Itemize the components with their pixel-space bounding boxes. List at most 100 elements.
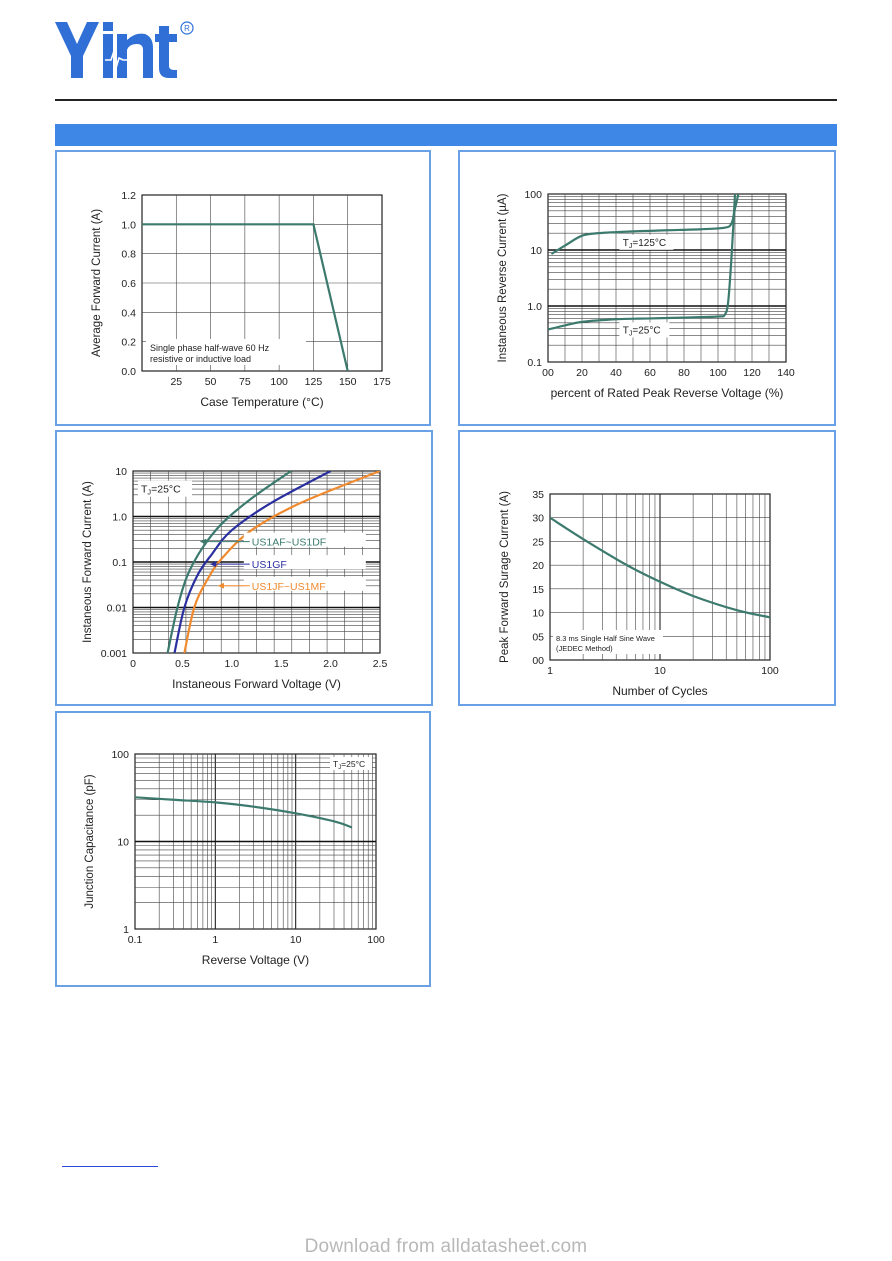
legend-arrow bbox=[200, 538, 207, 545]
series-label-bg bbox=[619, 234, 674, 250]
legend-arrow bbox=[210, 561, 217, 568]
header-rule bbox=[55, 99, 837, 101]
panel-reverse: 00 20 40 60 80 100 120 140 0.1 1.0 10 100 percent of… bbox=[458, 150, 836, 426]
y-axis-label: Instaneous Reverse Current (µA) bbox=[497, 193, 509, 362]
series-line-us1jf-us1mf bbox=[183, 471, 380, 653]
y-tick-label: 05 bbox=[532, 631, 544, 643]
series-line-series-0 bbox=[135, 796, 353, 829]
footer-link-underline[interactable] bbox=[62, 1166, 158, 1167]
x-tick-label: 25 bbox=[170, 376, 182, 388]
svg-text:R: R bbox=[184, 24, 190, 33]
y-tick-label: 0.8 bbox=[121, 249, 136, 261]
chart-reverse-current: 00 20 40 60 80 100 120 140 0.1 1.0 10 100 percent of… bbox=[497, 189, 795, 400]
y-tick-label: 100 bbox=[111, 749, 129, 761]
x-axis-label: Case Temperature (°C) bbox=[200, 395, 323, 409]
legend-bg bbox=[243, 576, 366, 591]
panel-derating: 25 50 75 100 125 150 175 0.0 0.2 0.4 0.6 0.8 1.0 1.2 C… bbox=[55, 150, 431, 426]
y-tick-label: 0.1 bbox=[112, 557, 127, 569]
x-axis-label: percent of Rated Peak Reverse Voltage (%… bbox=[551, 386, 784, 400]
annotation-text: (JEDEC Method) bbox=[556, 644, 613, 653]
legend-entry: US1JF~US1MF bbox=[252, 581, 326, 593]
y-tick-label: 00 bbox=[532, 655, 544, 667]
y-tick-label: 1.0 bbox=[527, 301, 542, 313]
y-tick-label: 1 bbox=[123, 924, 129, 936]
y-tick-label: 10 bbox=[117, 837, 129, 849]
legend-bg bbox=[243, 555, 366, 570]
x-tick-label: 0.5 bbox=[175, 658, 190, 670]
x-tick-label: 125 bbox=[305, 376, 323, 388]
y-tick-label: 35 bbox=[532, 489, 544, 501]
x-axis-label: Instaneous Forward Voltage (V) bbox=[172, 677, 341, 691]
legend-entry: US1GF bbox=[252, 559, 287, 571]
x-tick-label: 0 bbox=[130, 658, 136, 670]
legend-arrow bbox=[218, 582, 225, 589]
y-tick-label: 0.001 bbox=[101, 648, 127, 660]
x-tick-label: 175 bbox=[373, 376, 391, 388]
x-tick-label: 120 bbox=[743, 367, 761, 379]
brand-logo: R bbox=[55, 20, 195, 84]
annotation-bg bbox=[146, 339, 306, 365]
y-tick-label: 100 bbox=[524, 189, 542, 201]
x-tick-label: 1.0 bbox=[224, 658, 239, 670]
x-tick-label: 1 bbox=[547, 665, 553, 677]
y-tick-label: 0.0 bbox=[121, 366, 136, 378]
x-tick-label: 00 bbox=[542, 367, 554, 379]
x-tick-label: 100 bbox=[367, 934, 385, 946]
y-tick-label: 0.01 bbox=[107, 603, 128, 615]
series-line-tj-25-c bbox=[548, 194, 737, 331]
y-tick-label: 20 bbox=[532, 560, 544, 572]
x-tick-label: 10 bbox=[290, 934, 302, 946]
legend-bg bbox=[243, 532, 366, 547]
chart-derating: 25 50 75 100 125 150 175 0.0 0.2 0.4 0.6 0.8 1.0 1.2 C… bbox=[91, 190, 391, 409]
chart-surge-current: 1 10 100 00 05 10 15 20 25 30 35 Number of Cycles Pe… bbox=[499, 489, 779, 698]
y-axis-label: Average Forward Current (A) bbox=[91, 209, 103, 357]
series-label: TJ=125°C bbox=[623, 238, 666, 250]
y-tick-label: 30 bbox=[532, 513, 544, 525]
x-tick-label: 140 bbox=[777, 367, 795, 379]
section-band bbox=[55, 124, 837, 146]
x-tick-label: 10 bbox=[654, 665, 666, 677]
annotation-text: 8.3 ms Single Half Sine Wave bbox=[556, 634, 655, 643]
y-tick-label: 1.0 bbox=[112, 512, 127, 524]
y-tick-label: 0.1 bbox=[527, 357, 542, 369]
x-tick-label: 75 bbox=[239, 376, 251, 388]
series-line-us1af-us1df bbox=[166, 471, 292, 653]
x-tick-label: 60 bbox=[644, 367, 656, 379]
x-tick-label: 100 bbox=[709, 367, 727, 379]
y-tick-label: 10 bbox=[532, 608, 544, 620]
x-tick-label: 150 bbox=[339, 376, 357, 388]
legend-entry: US1AF~US1DF bbox=[252, 537, 326, 549]
y-tick-label: 0.6 bbox=[121, 278, 136, 290]
x-tick-label: 20 bbox=[576, 367, 588, 379]
y-tick-label: 10 bbox=[115, 466, 127, 478]
y-tick-label: 10 bbox=[530, 245, 542, 257]
annotation-text: TJ=25°C bbox=[333, 759, 365, 771]
y-tick-label: 0.4 bbox=[121, 307, 136, 319]
y-axis-label: Peak Forward Surage Current (A) bbox=[499, 491, 511, 663]
y-tick-label: 0.2 bbox=[121, 337, 136, 349]
panel-capacitance: 0.1 1 10 100 1 10 100 Reverse Voltage (V) Juncti… bbox=[55, 711, 431, 987]
annotation-bg bbox=[138, 480, 192, 497]
x-tick-label: 1 bbox=[212, 934, 218, 946]
x-tick-label: 40 bbox=[610, 367, 622, 379]
x-tick-label: 2.5 bbox=[373, 658, 388, 670]
annotation-text: TJ=25°C bbox=[141, 484, 181, 497]
y-axis-label: Junction Capacitance (pF) bbox=[84, 774, 96, 908]
series-line-us1gf bbox=[173, 471, 332, 653]
x-tick-label: 80 bbox=[678, 367, 690, 379]
x-tick-label: 50 bbox=[205, 376, 217, 388]
y-tick-label: 15 bbox=[532, 584, 544, 596]
x-tick-label: 1.5 bbox=[274, 658, 289, 670]
series-line-series-0 bbox=[550, 516, 770, 619]
annotation-text: resistive or inductive load bbox=[150, 354, 251, 364]
annotation-text: Single phase half-wave 60 Hz bbox=[150, 343, 270, 353]
series-line-series-0 bbox=[142, 223, 349, 371]
y-axis-label: Instaneous Forward Current (A) bbox=[82, 481, 94, 643]
y-tick-label: 25 bbox=[532, 536, 544, 548]
y-tick-label: 1.0 bbox=[121, 219, 136, 231]
watermark: Download from alldatasheet.com bbox=[304, 1236, 588, 1257]
series-label: TJ=25°C bbox=[623, 325, 661, 337]
y-tick-label: 1.2 bbox=[121, 190, 136, 202]
x-tick-label: 100 bbox=[761, 665, 779, 677]
